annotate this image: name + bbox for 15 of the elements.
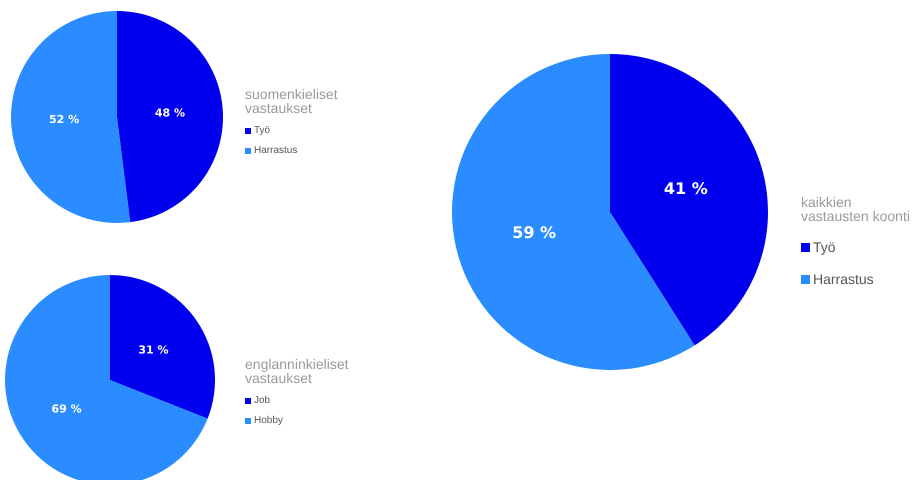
- legend-label: Job: [254, 395, 270, 406]
- legend-label: Hobby: [254, 415, 283, 426]
- data-label: 41 %: [664, 179, 708, 198]
- legend-title: suomenkieliset vastaukset: [245, 86, 339, 116]
- legend-label: Työ: [254, 125, 270, 136]
- data-label: 52 %: [49, 113, 80, 126]
- data-label: 48 %: [154, 106, 185, 120]
- legend-label: Työ: [813, 239, 836, 255]
- legend-title: kaikkien vastausten koonti: [801, 194, 911, 224]
- legend-title: englanninkieliset vastaukset: [245, 356, 350, 386]
- data-label: 59 %: [512, 223, 556, 242]
- legend-label: Harrastus: [813, 271, 874, 287]
- legend-label: Harrastus: [254, 145, 298, 156]
- data-label: 31 %: [138, 343, 169, 356]
- data-label: 69 %: [51, 402, 82, 416]
